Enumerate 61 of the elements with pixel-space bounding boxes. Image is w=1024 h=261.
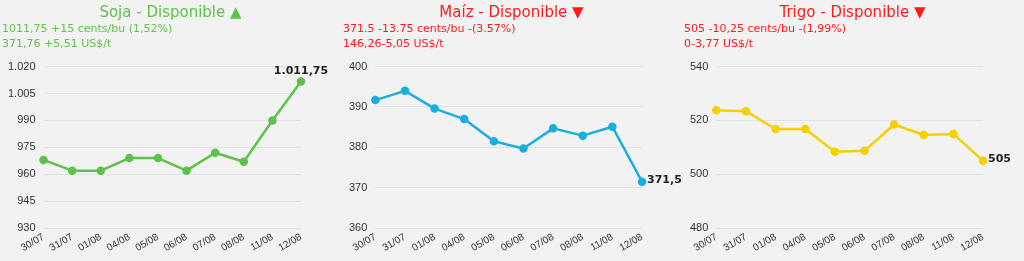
y-tick-label: 380 [348,140,368,153]
point [459,114,469,124]
point [978,156,988,166]
point [371,95,380,105]
point [771,124,780,134]
x-tick-label: 11/08 [929,230,957,253]
point [182,166,191,175]
y-tick-label: 540 [689,59,709,72]
point [949,129,958,139]
y-tick-label: 500 [689,167,709,180]
point [125,153,134,163]
point [39,155,48,165]
point [519,144,528,153]
point [430,104,439,113]
y-tick-label: 520 [689,113,709,126]
point [741,107,751,116]
point [400,86,410,96]
chart-subtitle: 1011,75 +15 cents/bu (1,52%) [1,22,174,37]
y-tick-label: 975 [17,140,36,153]
y-tick-label: 400 [348,59,368,72]
chart-title: Trigo - Disponible ▼ [778,3,927,22]
y-tick-label: 1.005 [8,86,36,99]
text: 0-3,77 US$/t [683,37,754,52]
chart-subtitle: 505 -10,25 cents/bu -(1,99%) [683,22,847,37]
point [578,131,587,140]
point [712,105,721,115]
y-tick-label: 1.020 [8,59,36,72]
point [153,153,163,163]
point [608,122,617,132]
point [210,148,220,157]
x-tick-label: 11/08 [588,230,616,253]
text: 371,76 +5,51 US$/t [1,37,113,52]
point [96,166,105,175]
point [637,177,647,186]
text: 146,26-5,05 US$/t [342,37,445,52]
point [860,146,869,156]
point [548,124,558,133]
y-tick-label: 370 [348,180,368,193]
point [830,147,840,156]
data-label: 1.011,75 [273,63,329,77]
y-tick-label: 390 [348,100,368,113]
y-tick-label: 360 [348,221,368,234]
point [889,120,899,129]
y-tick-label: 960 [17,167,36,180]
data-label: 505 [988,151,1011,165]
y-tick-label: 990 [17,113,36,126]
point [800,124,810,134]
chart-subtitle: 371.5 -13.75 cents/bu -(3.57%) [342,22,517,37]
data-label: 371,5 [647,172,682,186]
y-tick-label: 930 [17,221,36,234]
point [67,166,77,175]
point [268,116,277,125]
y-tick-label: 945 [17,194,36,207]
chart-title: Maíz - Disponible ▼ [438,3,585,22]
chart-title: Soja - Disponible ▲ [98,3,243,22]
y-tick-label: 480 [689,221,709,234]
point [296,77,306,86]
point [919,130,928,140]
point [489,137,499,146]
x-tick-label: 11/08 [248,230,276,253]
point [239,157,249,166]
